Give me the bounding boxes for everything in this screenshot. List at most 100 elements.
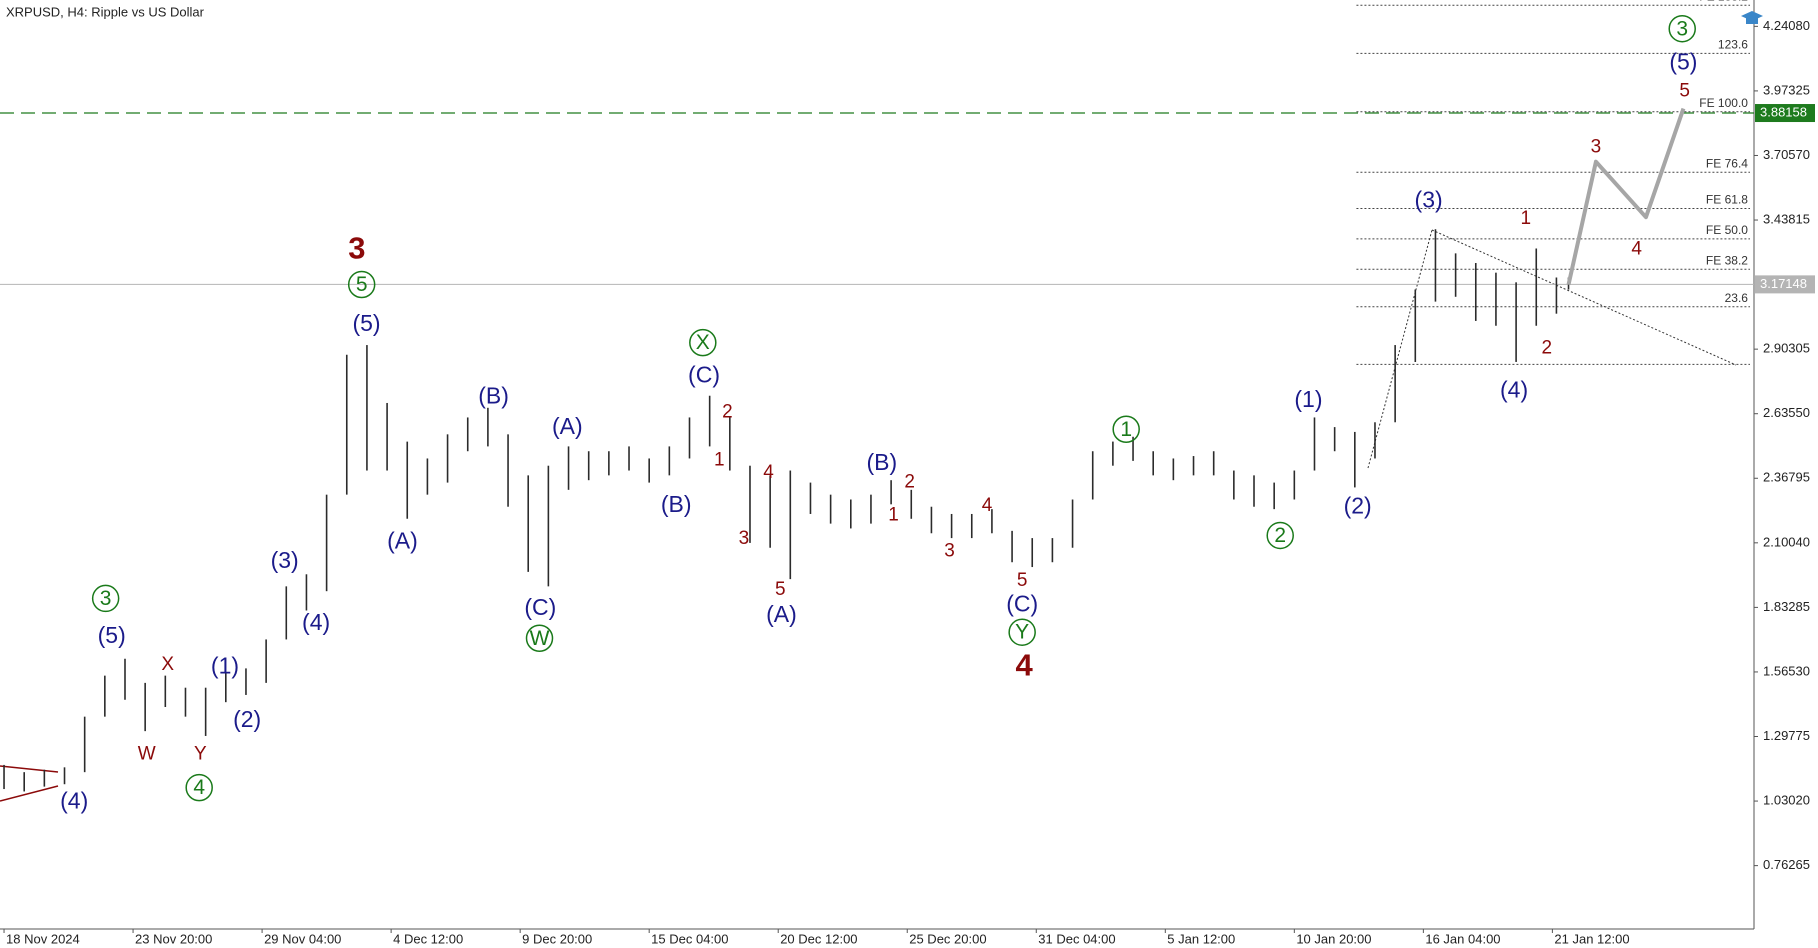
wave-label: (4)	[60, 788, 88, 814]
wave-circle	[1112, 415, 1140, 444]
wave-label: (4)	[302, 609, 330, 635]
wave-label: (C)	[688, 362, 720, 388]
wave-label: 3	[944, 541, 955, 562]
wave-label: 2	[1274, 524, 1286, 547]
x-tick-label: 15 Dec 04:00	[651, 931, 728, 946]
y-tick-label: 2.36795	[1763, 470, 1810, 485]
y-tick-label: 1.56530	[1763, 663, 1810, 678]
x-tick-label: 16 Jan 04:00	[1425, 931, 1500, 946]
wave-label: 1	[1120, 418, 1132, 441]
y-tick-label: 1.29775	[1763, 728, 1810, 743]
x-tick-label: 29 Nov 04:00	[264, 931, 341, 946]
wave-label: (C)	[524, 594, 556, 620]
wave-label: 2	[904, 472, 915, 493]
wave-label: (C)	[1006, 590, 1038, 616]
wave-circle	[91, 584, 120, 613]
x-tick-label: 4 Dec 12:00	[393, 931, 463, 946]
wave-label: (3)	[1415, 186, 1443, 212]
fib-label: FE 76.4	[1706, 156, 1748, 170]
fib-label: FE 138.2	[1699, 0, 1748, 3]
x-tick-label: 10 Jan 20:00	[1296, 931, 1371, 946]
wave-label: (B)	[661, 491, 692, 517]
wave-label: 1	[888, 504, 899, 525]
wave-label: (4)	[1500, 377, 1528, 403]
price-label-box	[1755, 275, 1815, 294]
wave-label: (B)	[478, 383, 509, 409]
y-tick-label: 3.97325	[1763, 82, 1810, 97]
wave-label: 3	[1676, 17, 1688, 40]
x-tick-label: 25 Dec 20:00	[909, 931, 986, 946]
wave-circle	[185, 773, 213, 802]
wave-label: 5	[1679, 81, 1690, 102]
triangle-line	[0, 765, 59, 773]
wave-label: 4	[193, 776, 205, 799]
wave-label: 4	[982, 495, 993, 516]
wave-label: 1	[1520, 208, 1531, 229]
wave-label: W	[138, 744, 156, 765]
wave-label: (5)	[1669, 49, 1697, 75]
wave-label: W	[530, 627, 550, 650]
x-tick-label: 23 Nov 20:00	[135, 931, 212, 946]
wave-label: (3)	[271, 547, 299, 573]
x-tick-label: 31 Dec 04:00	[1038, 931, 1115, 946]
wave-circle	[1008, 618, 1036, 646]
wave-label: 3	[739, 528, 750, 549]
fib-label: FE 38.2	[1706, 253, 1748, 267]
wave-label: (5)	[98, 622, 126, 648]
x-tick-label: 5 Jan 12:00	[1167, 931, 1235, 946]
wave-label: (A)	[387, 527, 418, 553]
wave-label: (5)	[352, 310, 380, 336]
wave-label: X	[696, 331, 710, 354]
y-tick-label: 3.70570	[1763, 147, 1810, 162]
wave-label: (A)	[766, 601, 797, 627]
x-tick-label: 9 Dec 20:00	[522, 931, 592, 946]
y-tick-label: 3.43815	[1763, 211, 1810, 226]
wave-label: 5	[356, 273, 368, 296]
wave-label: Y	[194, 744, 207, 765]
fib-label: 123.6	[1718, 37, 1748, 51]
chart-title: XRPUSD, H4: Ripple vs US Dollar	[6, 4, 205, 19]
wave-label: (A)	[552, 413, 583, 439]
wave-label: 3	[348, 230, 365, 265]
fib-label: FE 61.8	[1706, 193, 1748, 207]
wave-label: (2)	[1344, 492, 1372, 518]
wave-circle	[689, 328, 717, 357]
fib-label: 23.6	[1725, 291, 1749, 305]
wave-label: 4	[1016, 647, 1034, 682]
wave-label: 3	[1591, 137, 1602, 158]
wave-label: (1)	[1294, 386, 1322, 412]
wave-label: 2	[1541, 337, 1552, 358]
price-label-box	[1755, 104, 1815, 123]
wave-label: 4	[763, 462, 774, 483]
y-tick-label: 2.90305	[1763, 341, 1810, 356]
trend-line	[1431, 229, 1737, 366]
price-label: 3.17148	[1760, 276, 1807, 291]
wave-label: (1)	[211, 652, 239, 678]
wave-label: 3	[100, 587, 112, 610]
x-tick-label: 20 Dec 12:00	[780, 931, 857, 946]
x-tick-label: 18 Nov 2024	[6, 931, 80, 946]
y-tick-label: 4.24080	[1763, 18, 1810, 33]
wave-label: 4	[1631, 238, 1642, 259]
wave-circle	[1668, 14, 1696, 43]
y-tick-label: 1.03020	[1763, 793, 1810, 808]
triangle-line	[0, 785, 59, 802]
wave-label: X	[161, 654, 174, 675]
fib-label: FE 100.0	[1699, 96, 1748, 110]
wave-label: (2)	[233, 706, 261, 732]
y-tick-label: 1.83285	[1763, 599, 1810, 614]
wave-circle	[1266, 521, 1294, 550]
wave-label: 5	[1017, 570, 1028, 591]
wave-label: 2	[722, 402, 733, 423]
wave-label: Y	[1015, 621, 1029, 644]
academy-icon	[1741, 11, 1763, 24]
price-label: 3.88158	[1760, 104, 1807, 119]
forecast-path	[1566, 107, 1686, 286]
wave-label: 5	[775, 579, 786, 600]
wave-label: 1	[714, 449, 725, 470]
y-tick-label: 2.63550	[1763, 405, 1810, 420]
fib-label: FE 50.0	[1706, 223, 1748, 237]
wave-label: (B)	[867, 449, 898, 475]
